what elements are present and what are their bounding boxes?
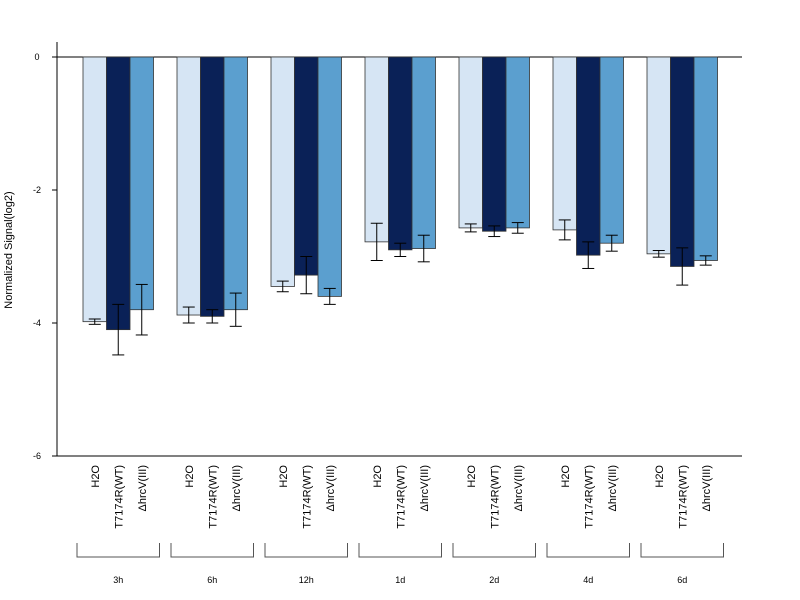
bar-label: H2O <box>560 465 572 488</box>
bar-label: T7174R(WT) <box>489 465 501 529</box>
y-tick-label: 0 <box>34 52 39 62</box>
bar-label: ΔhrcV(III) <box>419 465 431 511</box>
bar-label: H2O <box>466 465 478 488</box>
bar-label: H2O <box>654 465 666 488</box>
group-bracket <box>640 543 724 558</box>
group-label: 3h <box>113 575 123 585</box>
group-bracket <box>452 543 536 558</box>
y-axis-label: Normalized Signal(log2) <box>3 191 15 308</box>
group-bracket <box>264 543 348 558</box>
bar <box>294 56 319 276</box>
bar <box>270 56 295 287</box>
bar-label: ΔhrcV(III) <box>325 465 337 511</box>
group-bracket <box>76 543 160 558</box>
bar-label: T7174R(WT) <box>583 465 595 529</box>
bar-label: ΔhrcV(III) <box>137 465 149 511</box>
bar <box>129 56 154 311</box>
bar <box>458 56 483 229</box>
bar-label: T7174R(WT) <box>113 465 125 529</box>
bar <box>82 56 107 323</box>
bar-label: ΔhrcV(III) <box>513 465 525 511</box>
bar-label: T7174R(WT) <box>207 465 219 529</box>
bar-label: ΔhrcV(III) <box>701 465 713 511</box>
bar-label: ΔhrcV(III) <box>231 465 243 511</box>
group-bracket <box>546 543 630 558</box>
bar <box>576 56 601 256</box>
bar-label: T7174R(WT) <box>301 465 313 529</box>
bar <box>317 56 342 297</box>
group-bracket <box>170 543 254 558</box>
bar-label: T7174R(WT) <box>395 465 407 529</box>
bar-label: H2O <box>278 465 290 488</box>
group-label: 4d <box>583 575 593 585</box>
bar <box>364 56 389 243</box>
bar-label: H2O <box>90 465 102 488</box>
bar <box>670 56 695 267</box>
error-bars <box>88 219 712 356</box>
bar-label: ΔhrcV(III) <box>607 465 619 511</box>
bar <box>176 56 201 316</box>
group-label: 1d <box>395 575 405 585</box>
bar <box>599 56 624 244</box>
bar-label: H2O <box>184 465 196 488</box>
bar <box>200 56 225 317</box>
bar <box>552 56 577 231</box>
bar <box>482 56 507 232</box>
y-tick-label: -6 <box>33 451 41 461</box>
bar <box>223 56 248 311</box>
group-label: 6d <box>677 575 687 585</box>
bars <box>82 56 718 331</box>
bar <box>411 56 436 249</box>
bar-label: H2O <box>372 465 384 488</box>
bar <box>106 56 131 331</box>
bar-label: T7174R(WT) <box>677 465 689 529</box>
group-bracket <box>358 543 442 558</box>
group-label: 2d <box>489 575 499 585</box>
bar <box>646 56 671 255</box>
group-label: 6h <box>207 575 217 585</box>
y-tick-label: -2 <box>33 185 41 195</box>
labels: H2O T7174R(WT) ΔhrcV(III) 3h H2O T7174R(WT) Δh… <box>76 465 724 585</box>
bar <box>505 56 530 229</box>
group-label: 12h <box>299 575 314 585</box>
bar <box>388 56 413 251</box>
bar <box>693 56 718 261</box>
y-tick-label: -4 <box>33 318 41 328</box>
